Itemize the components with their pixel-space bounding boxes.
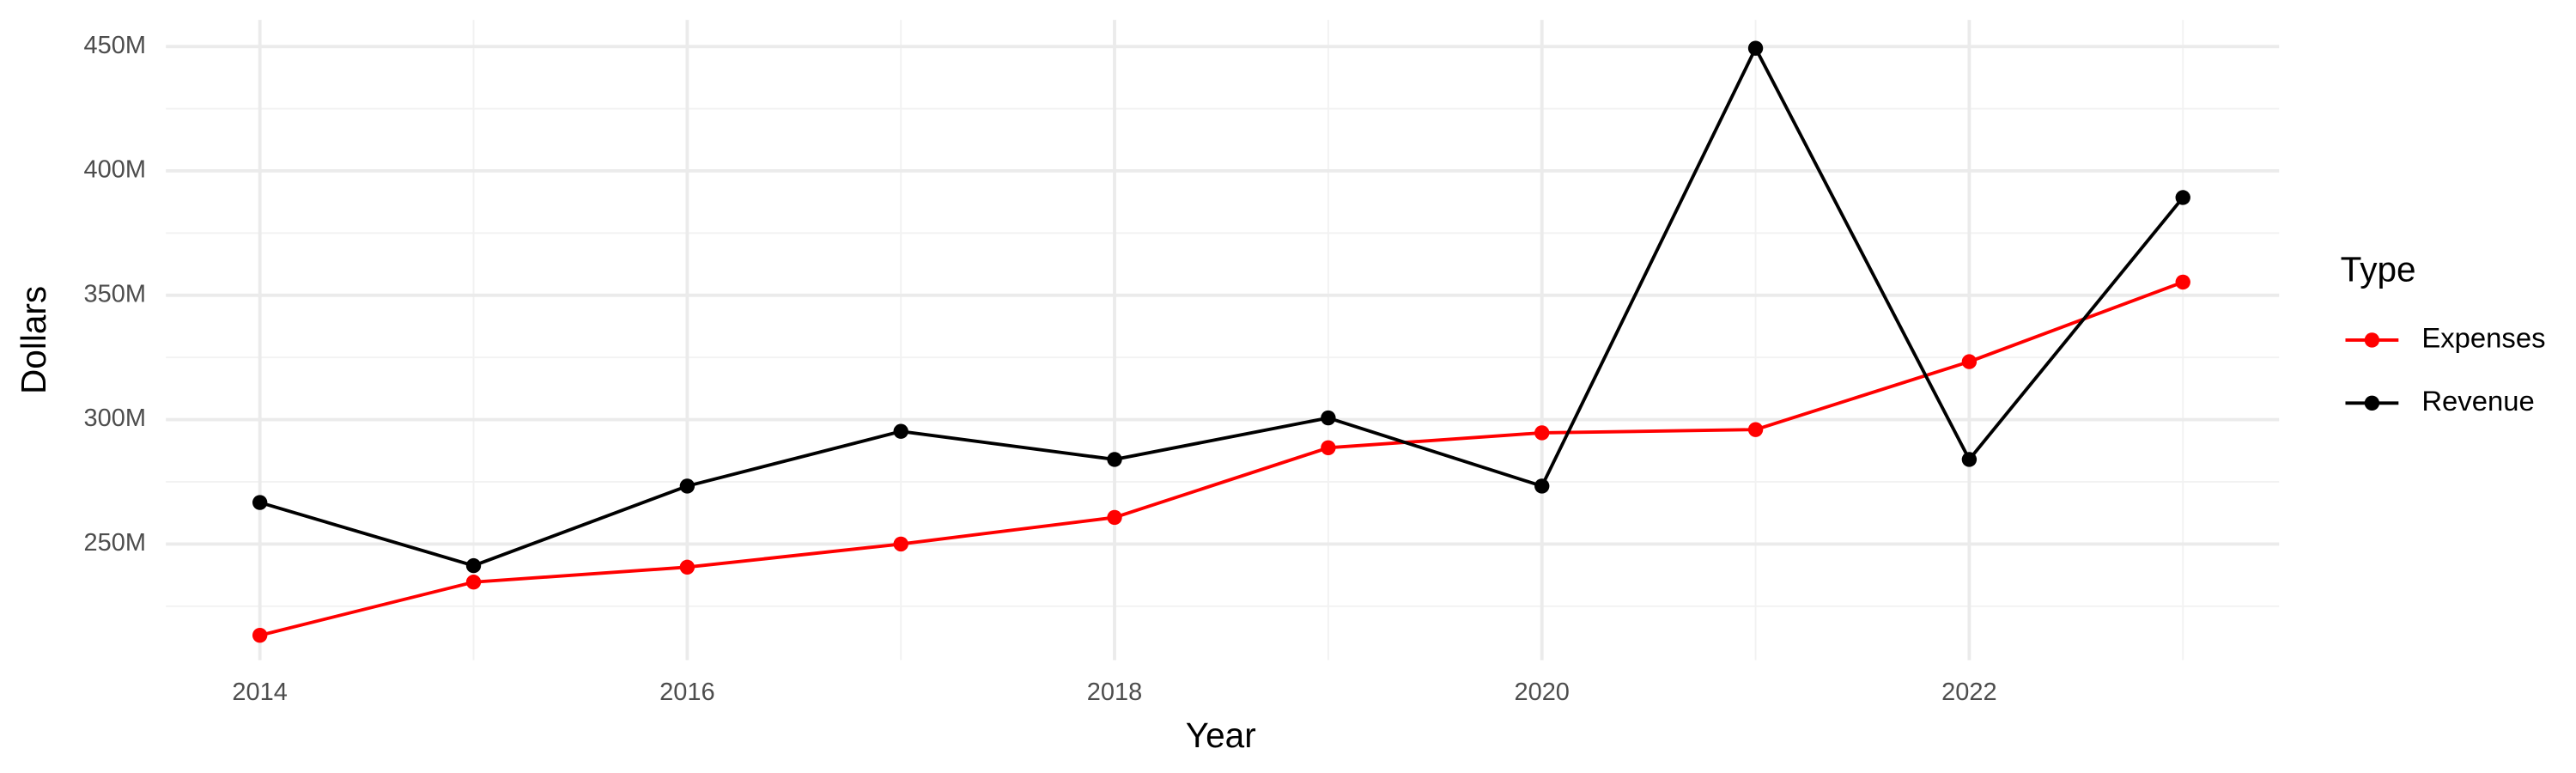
x-axis-title: Year bbox=[1186, 715, 1256, 755]
y-tick-label: 350M bbox=[84, 280, 146, 307]
data-point bbox=[1107, 509, 1122, 526]
legend-label: Expenses bbox=[2421, 322, 2545, 354]
data-point bbox=[1534, 425, 1550, 441]
data-point bbox=[465, 557, 482, 574]
data-point bbox=[252, 628, 268, 643]
data-point bbox=[2175, 190, 2190, 205]
data-point bbox=[1321, 440, 1336, 456]
data-point bbox=[1961, 452, 1978, 467]
y-tick-label: 450M bbox=[84, 32, 146, 59]
y-tick-label: 300M bbox=[84, 405, 146, 432]
data-point bbox=[1747, 422, 1764, 437]
data-point bbox=[252, 495, 268, 510]
data-point bbox=[1747, 40, 1764, 56]
data-point bbox=[2175, 274, 2190, 290]
legend-key-point bbox=[2364, 395, 2380, 411]
y-axis-title: Dollars bbox=[14, 286, 53, 394]
legend-key-point bbox=[2364, 332, 2380, 348]
data-point bbox=[893, 423, 908, 439]
data-point bbox=[1321, 410, 1336, 426]
data-point bbox=[1107, 452, 1122, 467]
y-tick-label: 250M bbox=[84, 529, 146, 557]
x-tick-label: 2018 bbox=[1087, 679, 1142, 706]
series-line bbox=[259, 44, 2184, 568]
legend-label: Revenue bbox=[2421, 385, 2534, 417]
data-point bbox=[679, 559, 696, 575]
x-tick-label: 2022 bbox=[1941, 679, 1996, 706]
legend-title: Type bbox=[2341, 249, 2416, 289]
series-line bbox=[259, 280, 2184, 637]
data-point bbox=[893, 536, 908, 552]
x-tick-label: 2014 bbox=[232, 679, 287, 706]
x-tick-label: 2020 bbox=[1514, 679, 1569, 706]
x-tick-label: 2016 bbox=[659, 679, 714, 706]
data-point bbox=[1961, 354, 1978, 369]
y-tick-label: 400M bbox=[84, 156, 146, 184]
data-point bbox=[679, 478, 696, 494]
data-point bbox=[465, 575, 482, 590]
data-point bbox=[1534, 478, 1550, 494]
